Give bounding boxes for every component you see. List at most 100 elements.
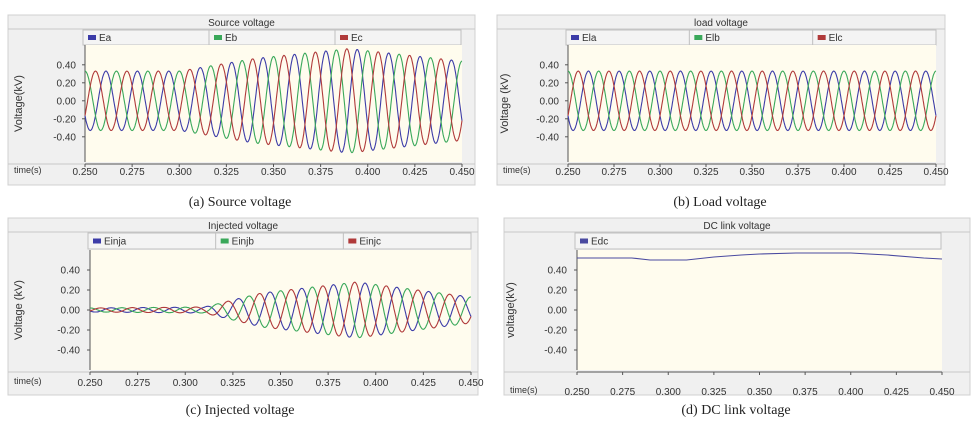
x-tick-label: 0.400 [363,378,388,389]
chart-panel-a: Source voltage Ea Eb Ec 0.40 0.20 0.00 -0.20 -0.… [7,14,476,186]
y-tick-label: 0.00 [548,306,568,317]
x-tick-label: 0.450 [449,167,474,178]
plot-area [90,250,471,370]
x-tick-label: 0.250 [555,167,580,178]
legend-label-ea: Ea [99,33,112,44]
series-line-eb [84,49,463,154]
legend-label-elb: Elb [705,33,720,44]
legend-swatch-ela [571,35,579,40]
y-tick-label: 0.00 [61,306,81,317]
x-tick-label: 0.300 [167,167,192,178]
series-line-einjc [89,281,472,337]
x-tick-label: 0.275 [610,387,635,398]
figure-caption: (a) Source voltage [188,195,292,210]
x-tick-label: 0.250 [564,387,589,398]
y-tick-label: -0.20 [53,114,76,125]
y-tick-label: -0.20 [57,326,80,337]
figure-caption: (c) Injected voltage [185,403,295,418]
series-line-elc [567,70,937,132]
legend-swatch-einjb [220,238,229,244]
x-axis-label: time(s) [14,376,42,386]
legend-label-elc: Elc [829,33,843,44]
x-axis-label: time(s) [14,165,42,175]
y-tick-label: -0.40 [536,132,559,143]
series-line-ec [84,48,463,153]
y-tick-label: 0.20 [57,78,77,89]
y-tick-label: -0.20 [536,114,559,125]
x-tick-label: 0.250 [77,378,102,389]
chart-panel-d: DC link voltage Edc 0.40 0.20 0.00 -0.20 -0.40… [503,217,971,398]
legend-label-ec: Ec [351,33,363,44]
x-tick-label: 0.350 [261,167,286,178]
legend-label-eb: Eb [225,33,238,44]
y-tick-label: 0.00 [57,96,77,107]
series-line-elb [567,70,937,132]
y-tick-label: -0.40 [57,346,80,357]
x-tick-label: 0.325 [693,167,718,178]
x-tick-label: 0.300 [656,387,681,398]
chart-title: DC link voltage [703,221,771,232]
x-tick-label: 0.325 [214,167,239,178]
y-axis-label: voltage(kV) [505,282,517,338]
x-tick-label: 0.250 [72,167,97,178]
legend-label-ela: Ela [582,33,597,44]
x-tick-label: 0.450 [923,167,948,178]
x-tick-label: 0.425 [884,387,909,398]
x-tick-label: 0.400 [355,167,380,178]
legend-swatch-elb [694,35,703,40]
chart-panel-b: load voltage Ela Elb Elc 0.40 0.20 0.00 -0.20 -0… [496,14,949,186]
x-axis-label: time(s) [503,165,531,175]
y-tick-label: -0.40 [53,132,76,143]
x-tick-label: 0.300 [647,167,672,178]
x-tick-label: 0.275 [120,167,145,178]
legend-box [82,29,462,46]
legend-swatch-ea [88,35,96,40]
legend-swatch-edc [580,238,588,244]
legend-label-einjc: Einjc [359,237,381,248]
y-tick-label: -0.20 [544,326,567,337]
x-tick-label: 0.275 [601,167,626,178]
x-tick-label: 0.425 [877,167,902,178]
legend-label-einja: Einja [104,237,127,248]
legend-box [574,232,942,250]
y-axis-label: Voltage (kV) [13,280,25,340]
x-tick-label: 0.425 [402,167,427,178]
x-tick-label: 0.375 [793,387,818,398]
y-tick-label: 0.40 [61,266,81,277]
y-tick-label: 0.40 [548,266,568,277]
x-tick-label: 0.300 [173,378,198,389]
y-tick-label: -0.40 [544,346,567,357]
legend-swatch-elc [817,35,826,40]
y-tick-label: 0.00 [540,96,560,107]
plot-area [568,45,936,162]
chart-title: load voltage [694,18,748,29]
x-tick-label: 0.275 [125,378,150,389]
y-tick-label: 0.40 [540,60,560,71]
y-tick-label: 0.40 [57,60,77,71]
legend-swatch-eb [214,35,222,40]
y-tick-label: 0.20 [548,286,568,297]
x-tick-label: 0.375 [785,167,810,178]
legend-box [87,232,472,250]
x-tick-label: 0.400 [838,387,863,398]
x-tick-label: 0.375 [308,167,333,178]
legend-swatch-einja [93,238,101,244]
x-tick-label: 0.325 [220,378,245,389]
series-line-edc [577,252,943,261]
figure-caption: (b) Load voltage [673,195,767,210]
x-tick-label: 0.350 [747,387,772,398]
legend-label-edc: Edc [591,237,608,248]
figure-caption: (d) DC link voltage [681,403,791,418]
x-tick-label: 0.450 [929,387,954,398]
x-tick-label: 0.400 [831,167,856,178]
x-tick-label: 0.425 [411,378,436,389]
plot-area [577,250,942,370]
x-tick-label: 0.350 [739,167,764,178]
x-tick-label: 0.375 [316,378,341,389]
x-tick-label: 0.325 [701,387,726,398]
chart-title: Injected voltage [208,221,278,232]
y-axis-label: Voltage (kV) [499,74,511,134]
legend-swatch-einjc [348,238,357,244]
